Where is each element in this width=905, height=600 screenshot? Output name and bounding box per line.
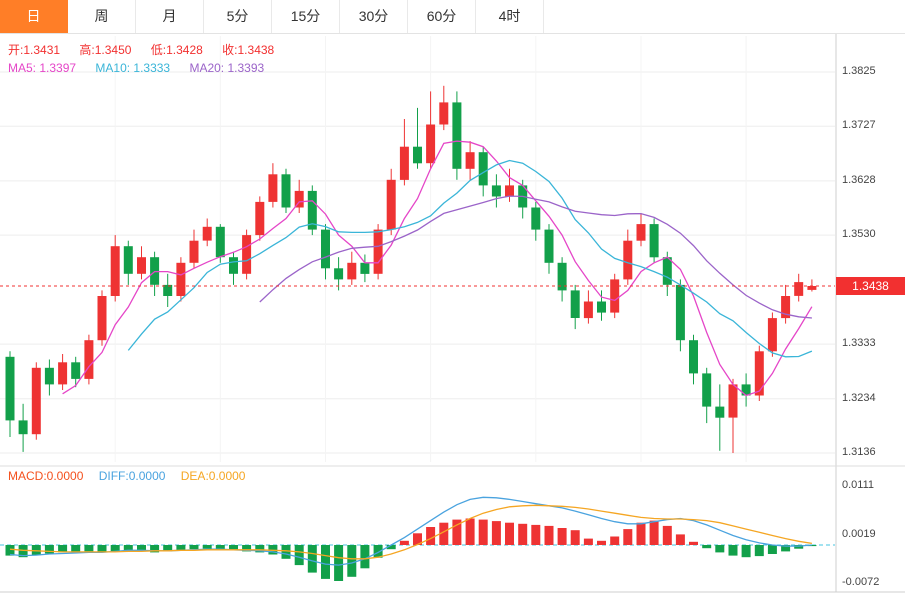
macd-value-readout: MACD:0.0000 — [8, 469, 84, 483]
tab-day[interactable]: 日 — [0, 0, 68, 33]
timeframe-tabbar: 日 周 月 5分 15分 30分 60分 4时 — [0, 0, 905, 34]
price-axis-label: 1.3530 — [842, 228, 876, 241]
tab-15min[interactable]: 15分 — [272, 0, 340, 33]
close-readout: 收:1.3438 — [222, 43, 275, 57]
ma10-readout: MA10: 1.3333 — [95, 61, 171, 75]
macd-axis-label: 0.0111 — [842, 479, 875, 492]
macd-axis-label: -0.0072 — [842, 576, 880, 589]
tab-60min[interactable]: 60分 — [408, 0, 476, 33]
high-readout: 高:1.3450 — [79, 43, 132, 57]
tab-5min[interactable]: 5分 — [204, 0, 272, 33]
macd-readout: MACD:0.0000 DIFF:0.0000 DEA:0.0000 — [8, 469, 245, 483]
ma-readout: MA5: 1.3397 MA10: 1.3333 MA20: 1.3393 — [8, 61, 264, 75]
ma5-readout: MA5: 1.3397 — [8, 61, 77, 75]
tab-week[interactable]: 周 — [68, 0, 136, 33]
price-axis-label: 1.3136 — [842, 446, 876, 458]
tab-month[interactable]: 月 — [136, 0, 204, 33]
ma20-readout: MA20: 1.3393 — [189, 61, 265, 75]
price-axis-label: 1.3234 — [842, 391, 876, 404]
price-axis-label: 1.3825 — [842, 65, 876, 77]
dea-value-readout: DEA:0.0000 — [180, 469, 246, 483]
low-readout: 低:1.3428 — [150, 43, 203, 57]
price-axis-label: 1.3628 — [842, 173, 876, 186]
diff-value-readout: DIFF:0.0000 — [98, 469, 166, 483]
price-axis-label: 1.3333 — [842, 337, 876, 350]
tab-30min[interactable]: 30分 — [340, 0, 408, 33]
tab-4hour[interactable]: 4时 — [476, 0, 544, 33]
price-axis-label: 1.3727 — [842, 119, 876, 132]
current-price-tag: 1.3438 — [836, 277, 905, 295]
ohlc-readout: 开:1.3431 高:1.3450 低:1.3428 收:1.3438 — [8, 41, 290, 58]
open-readout: 开:1.3431 — [8, 43, 61, 57]
macd-axis-label: 0.0019 — [842, 527, 876, 540]
